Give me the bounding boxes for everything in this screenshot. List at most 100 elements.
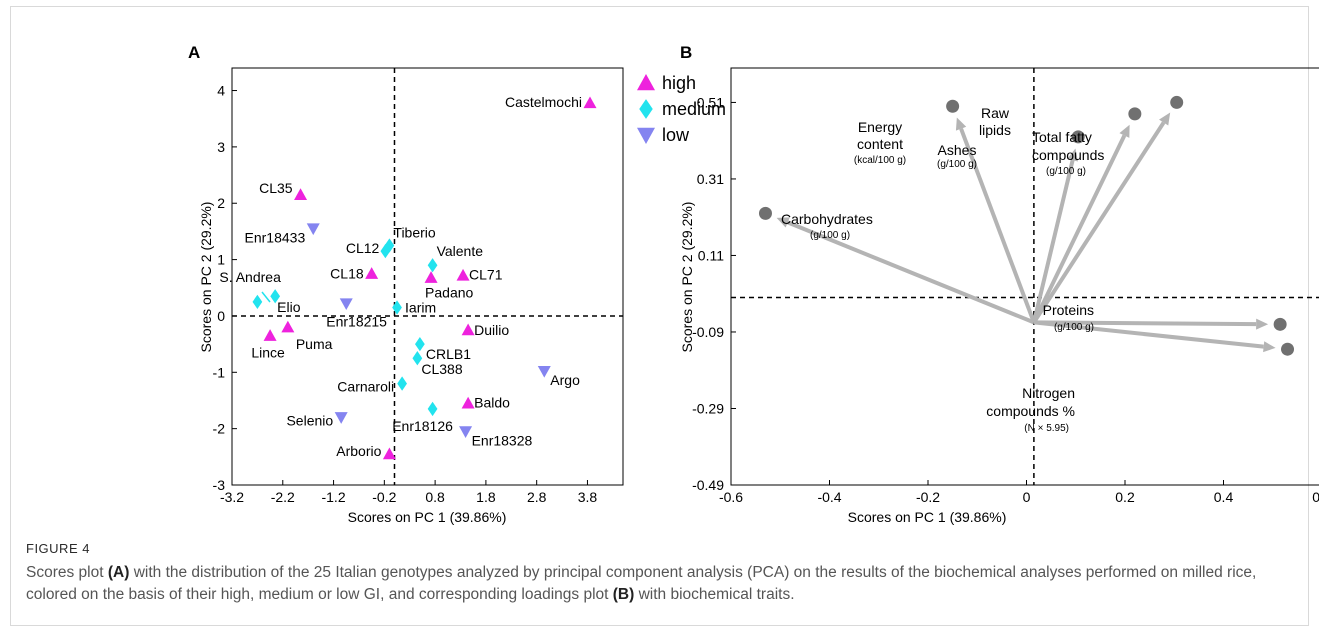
point-marker-high: [456, 268, 470, 281]
point-label: Padano: [425, 285, 473, 301]
loading-point: [1071, 130, 1085, 144]
label-carbohydrates: Carbohydrates: [781, 211, 873, 227]
legend-label-low: low: [662, 125, 690, 145]
point-marker-medium: [427, 258, 438, 273]
point-label: Elio: [277, 299, 301, 315]
point-marker-medium: [392, 300, 402, 315]
point-label: Tiberio: [393, 225, 435, 241]
label-proteins: Proteins: [1043, 302, 1094, 318]
x-tick-label-b: 0.6: [1312, 489, 1319, 505]
loading-arrows: [776, 112, 1276, 353]
x-tick-label-b: 0.2: [1115, 489, 1135, 505]
y-tick-label-a: -2: [213, 421, 226, 437]
label-nitrogen-unit: (N × 5.95): [1024, 423, 1069, 434]
point-marker-high: [382, 447, 396, 460]
loadings-plot: B -0.6 -0.4 -0.2 0 0.2 0.4 0.6 -0.49 -0.29 -0.09…: [679, 43, 1319, 525]
loading-arrow-shaft: [1032, 121, 1166, 324]
x-tick-label-a: 1.8: [476, 489, 496, 505]
panel-label-b: B: [680, 43, 692, 62]
panel-label-a: A: [188, 43, 200, 62]
loading-labels: Energy content (kcal/100 g) Ashes (g/100…: [781, 105, 1104, 434]
point-label: Arborio: [336, 443, 381, 459]
y-tick-label-b: -0.29: [692, 400, 724, 416]
label-energy-content-unit: (kcal/100 g): [854, 155, 906, 166]
point-marker-high: [365, 267, 379, 279]
y-tick-label-a: -3: [213, 477, 226, 493]
y-tick-label-b: 0.31: [697, 171, 724, 187]
point-label: Iarim: [405, 299, 436, 315]
loading-arrow-head: [776, 217, 790, 228]
loading-points: [758, 95, 1295, 356]
score-points: Castelmochi CL35 Enr18433 Tiberio CL12 CL18 Va…: [219, 94, 597, 460]
loading-arrow-head: [1256, 318, 1269, 330]
figure-label: FIGURE 4: [26, 541, 90, 556]
y-axis-label-b: Scores on PC 2 (29.2%): [679, 202, 695, 353]
x-ticks-a: -3.2 -2.2 -1.2 -0.2 0.8 1.8 2.8 3.8: [220, 480, 597, 505]
x-tick-label-a: -3.2: [220, 489, 244, 505]
point-label: Carnaroli: [337, 379, 394, 395]
x-tick-label-a: 2.8: [527, 489, 547, 505]
y-axis-label-a: Scores on PC 2 (29.2%): [198, 202, 214, 353]
point-marker-high: [461, 396, 475, 409]
point-marker-high: [461, 323, 475, 336]
loading-arrow-shaft: [1032, 134, 1127, 324]
caption-part: (B): [612, 586, 635, 603]
point-label: Duilio: [474, 322, 509, 338]
y-ticks-b: -0.49 -0.29 -0.09 0.11 0.31 0.51: [692, 94, 736, 493]
point-label: Puma: [296, 336, 333, 352]
x-tick-label-b: 0: [1023, 489, 1031, 505]
point-label: S. Andrea: [219, 269, 281, 285]
x-tick-label-a: -2.2: [271, 489, 295, 505]
point-label: CRLB1: [426, 346, 471, 362]
point-label: CL12: [346, 240, 380, 256]
point-label: Enr18126: [392, 418, 453, 434]
y-tick-label-b: -0.49: [692, 477, 724, 493]
label-total-fatty-2: compounds: [1032, 147, 1104, 163]
caption-part: with the distribution of the 25 Italian …: [26, 564, 1257, 603]
loading-arrow-head: [1119, 124, 1130, 138]
y-ticks-a: -3 -2 -1 0 1 2 3 4: [213, 83, 237, 493]
y-tick-label-a: -1: [213, 364, 226, 380]
point-label: Valente: [437, 243, 484, 259]
label-carbohydrates-unit: (g/100 g): [810, 230, 850, 241]
label-raw-lipids-1: Raw: [981, 105, 1010, 121]
label-ashes: Ashes: [938, 142, 977, 158]
loading-point: [758, 206, 772, 220]
label-total-fatty-1: Total fatty: [1032, 129, 1092, 145]
point-label: CL71: [469, 266, 503, 282]
legend-label-medium: medium: [662, 99, 726, 119]
point-marker-low: [459, 426, 473, 438]
x-tick-label-a: -0.2: [372, 489, 396, 505]
point-marker-medium: [427, 401, 438, 417]
point-label: CL35: [259, 180, 293, 196]
loading-arrow-shaft: [1033, 320, 1264, 349]
x-tick-label-b: -0.4: [817, 489, 841, 505]
y-tick-label-b: -0.09: [692, 324, 724, 340]
caption-part: with biochemical traits.: [634, 586, 795, 603]
point-marker-high: [294, 188, 308, 200]
y-tick-label-a: 3: [217, 139, 225, 155]
point-marker-low: [339, 298, 353, 311]
legend-label-high: high: [662, 73, 696, 93]
loading-point: [1128, 107, 1142, 121]
label-energy-content-2: content: [857, 136, 903, 152]
caption-text: Scores plot (A) with the distribution of…: [26, 562, 1296, 606]
point-label: CL388: [421, 361, 462, 377]
scores-plot: A -3.2 -2.2 -1.2 -0.2 0.8 1.8 2.8 3.8 -3 -2 -1 0 1 2…: [188, 43, 726, 525]
x-ticks-b: -0.6 -0.4 -0.2 0 0.2 0.4 0.6: [719, 480, 1319, 505]
loading-arrow-shaft: [786, 220, 1035, 325]
y-tick-label-a: 0: [217, 308, 225, 324]
loading-arrow-shaft: [1031, 159, 1075, 323]
loading-point: [946, 99, 960, 113]
point-marker-medium: [639, 99, 653, 119]
point-marker-medium: [397, 376, 407, 391]
x-axis-label-b: Scores on PC 1 (39.86%): [848, 509, 1007, 525]
label-nitrogen-1: Nitrogen: [1022, 385, 1075, 401]
s-andrea-leader-line: [261, 291, 271, 303]
point-label: Argo: [550, 372, 580, 388]
point-marker-medium: [270, 289, 281, 304]
point-label: CL18: [330, 266, 364, 282]
y-tick-label-a: 2: [217, 195, 225, 211]
label-energy-content-1: Energy: [858, 119, 902, 135]
